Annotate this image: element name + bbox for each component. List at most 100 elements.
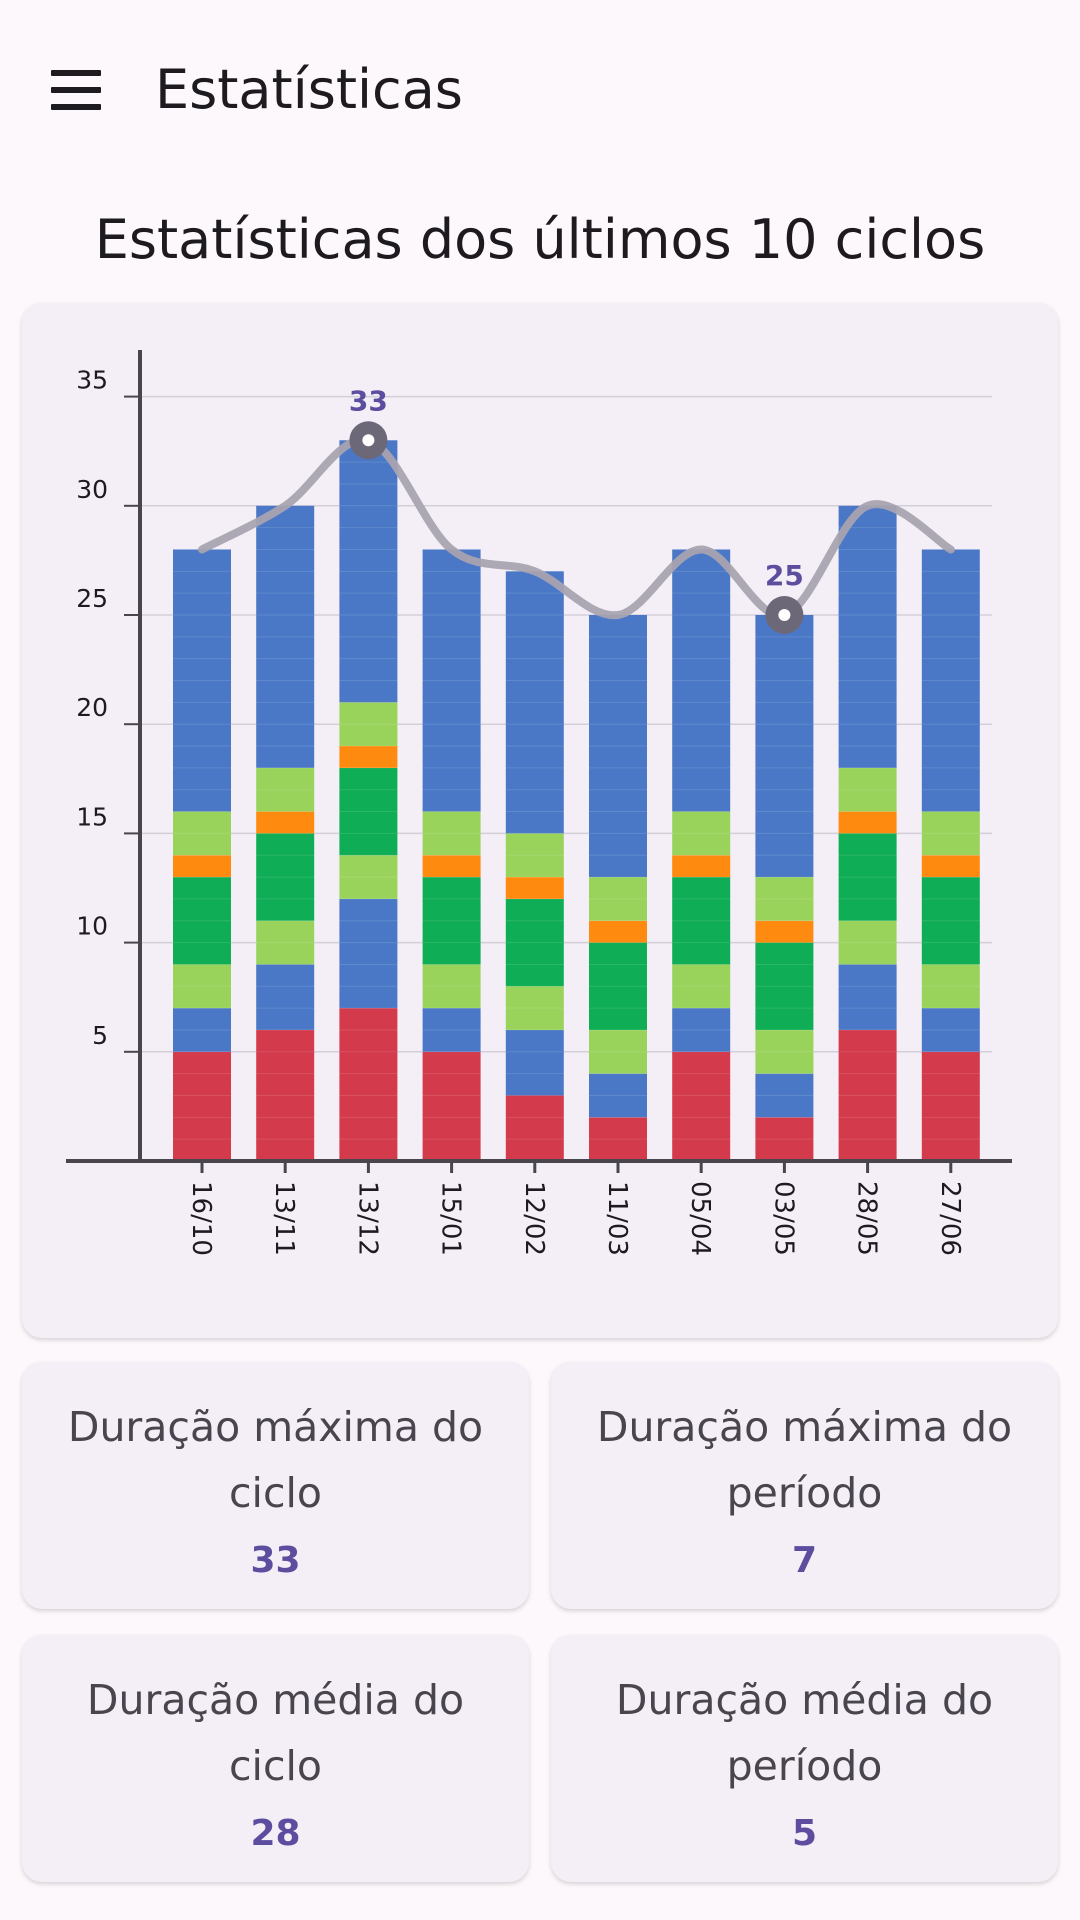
bar-segment: [838, 767, 897, 812]
stat-value: 33: [250, 1540, 301, 1581]
stat-card-max-cycle: Duração máxima do ciclo 33: [22, 1362, 529, 1609]
bar-segment: [505, 1095, 564, 1161]
bar-segment: [339, 702, 398, 747]
bar-segment: [589, 877, 647, 921]
stat-value: 28: [250, 1813, 301, 1854]
x-tick-label: 13/12: [352, 1181, 382, 1256]
stat-label: Duração máxima do ciclo: [67, 1403, 484, 1517]
annotation-label: 25: [765, 559, 804, 592]
bar-segment: [256, 505, 315, 768]
bar-segment: [173, 549, 231, 812]
bar-segment: [256, 964, 315, 1030]
y-tick-label: 5: [92, 1021, 108, 1050]
stat-label: Duração média do ciclo: [86, 1676, 465, 1790]
bar-segment: [838, 1029, 897, 1161]
bar-segment: [505, 1029, 564, 1096]
bar-segment: [589, 1073, 647, 1118]
annotation-label: 33: [349, 384, 388, 417]
bar-segment: [755, 1117, 814, 1161]
menu-icon[interactable]: [36, 50, 116, 130]
bar-segment: [672, 877, 731, 965]
bar-segment: [422, 1051, 481, 1161]
bar-segment: [672, 549, 731, 812]
bar-segment: [505, 833, 564, 878]
bar-segment: [921, 855, 980, 878]
y-tick-label: 35: [76, 366, 108, 395]
bar-segment: [838, 920, 897, 965]
stat-label: Duração média do período: [615, 1676, 994, 1790]
bar-segment: [339, 1008, 398, 1161]
page-title: Estatísticas: [155, 58, 463, 121]
bar-segment: [672, 964, 731, 1009]
bar-segment: [755, 920, 814, 943]
x-tick-label: 13/11: [269, 1181, 299, 1256]
bar-segment: [921, 1008, 980, 1052]
bar-segment: [921, 1051, 980, 1161]
bar-segment: [921, 549, 980, 812]
bar-segment: [921, 964, 980, 1009]
bar-segment: [589, 1117, 647, 1161]
stacked-bar-chart: 5 10 15 20 25 30 35 33 25 16/10 13/11 13/12 15/01 12/…: [66, 350, 1012, 1256]
bar-segment: [339, 767, 398, 856]
section-title: Estatísticas dos últimos 10 ciclos: [94, 208, 986, 271]
bar-segment: [589, 942, 647, 1030]
bar-segment: [589, 1029, 647, 1074]
bar-segment: [838, 964, 897, 1030]
stat-card-avg-cycle: Duração média do ciclo 28: [22, 1635, 529, 1882]
bar-segment: [422, 549, 481, 812]
bar-segment: [672, 855, 731, 878]
bar-segment: [672, 1008, 731, 1052]
bar-segment: [339, 440, 398, 703]
chart-card: 5 10 15 20 25 30 35 33 25 16/10 13/11 13/12 15/01 12/…: [22, 303, 1058, 1338]
bar-segment: [672, 1051, 731, 1161]
bar-segment: [422, 855, 481, 878]
x-tick-label: 15/01: [436, 1181, 466, 1256]
bar-segment: [422, 964, 481, 1009]
bar-segment: [173, 964, 231, 1009]
bar-segment: [339, 898, 398, 1009]
stat-value: 7: [791, 1540, 818, 1581]
annotation-marker-center: [362, 434, 375, 447]
bar-segment: [755, 1073, 814, 1118]
bar-segment: [589, 615, 647, 878]
stat-card-max-period: Duração máxima do período 7: [551, 1362, 1058, 1609]
x-tick-label: 28/05: [852, 1181, 882, 1256]
stat-value: 5: [791, 1813, 818, 1854]
bar-segment: [173, 1051, 231, 1161]
stat-label: Duração máxima do período: [596, 1403, 1013, 1517]
bar-segment: [505, 877, 564, 899]
bar-segment: [256, 1029, 315, 1161]
bar-segment: [339, 746, 398, 768]
bar-segment: [838, 833, 897, 921]
trend-line: [198, 435, 955, 620]
annotation-marker-center: [778, 609, 791, 621]
y-tick-label: 30: [76, 475, 108, 504]
bar-segment: [422, 877, 481, 965]
y-tick-label: 20: [76, 693, 108, 722]
bar-segment: [755, 877, 814, 921]
x-tick-label: 11/03: [602, 1181, 632, 1256]
y-tick-label: 15: [76, 802, 108, 831]
bar-segment: [256, 833, 315, 921]
bar-segment: [755, 1029, 814, 1074]
bar-segment: [921, 811, 980, 856]
bar-segment: [755, 942, 814, 1030]
bar-segment: [505, 571, 564, 834]
bar-segment: [256, 767, 315, 812]
bar-segment: [173, 811, 231, 856]
bar-segment: [173, 1008, 231, 1052]
bar-segment: [505, 898, 564, 987]
bar-segment: [672, 811, 731, 856]
bar-segment: [173, 877, 231, 965]
bar-segment: [838, 505, 897, 768]
y-tick-label: 25: [76, 584, 108, 613]
bar-segment: [173, 855, 231, 878]
bar-segment: [256, 811, 315, 834]
bar-segment: [921, 877, 980, 965]
bar-segment: [505, 986, 564, 1030]
bar-segment: [422, 811, 481, 856]
x-tick-label: 16/10: [186, 1181, 216, 1256]
bar-segment: [422, 1008, 481, 1052]
x-tick-label: 27/06: [935, 1181, 965, 1256]
bar-segment: [755, 615, 814, 878]
